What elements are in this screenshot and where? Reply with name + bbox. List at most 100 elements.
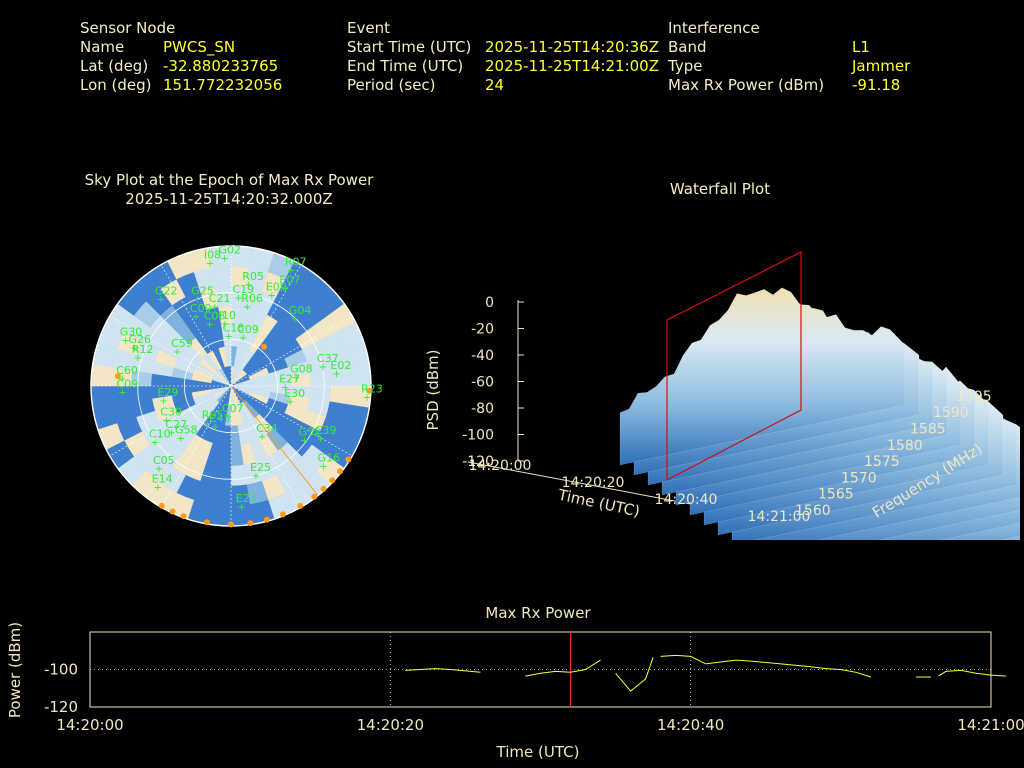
max-rx-power-value: -91.18 <box>852 76 901 94</box>
sky-spoke <box>109 385 232 457</box>
plot-ticks: 14:20:00 14:20:20 14:20:40 14:21:00 -100 -120 <box>44 661 1024 735</box>
satellite-marker: + <box>319 461 327 472</box>
satellite-label: E09 <box>266 281 287 294</box>
satellite-label: R05 <box>202 408 224 421</box>
wf-y-tick-label: 1565 <box>818 487 854 503</box>
type-label: Type <box>668 57 703 75</box>
satellite-marker: + <box>118 374 126 385</box>
wf-z-tick-label: -80 <box>471 401 494 417</box>
y-tick-label: -120 <box>44 698 78 716</box>
plot-grid <box>90 632 991 707</box>
wf-z-tick-label: -40 <box>471 348 494 364</box>
satellite-label: C16 <box>223 321 245 334</box>
lon-value: 151.772232056 <box>163 76 283 94</box>
name-label: Name <box>80 38 125 56</box>
wf-x-tick-label: 14:20:40 <box>655 492 718 508</box>
wf-y-tick-label: 1570 <box>841 470 877 486</box>
satellite-label: C19 <box>233 283 255 296</box>
satellite-label: G58 <box>175 424 198 437</box>
power-series <box>405 654 1007 692</box>
satellite-label: C59 <box>171 337 193 350</box>
sky-ring <box>183 338 279 434</box>
lon-label: Lon (deg) <box>80 76 152 94</box>
orange-point <box>297 502 304 509</box>
type-value: Jammer <box>852 57 911 75</box>
satellite-marker: + <box>122 336 130 347</box>
orange-point <box>247 520 254 527</box>
satellite-label: E29 <box>157 386 178 399</box>
wf-z-tick-label: -120 <box>462 454 494 470</box>
lat-value: -32.880233765 <box>163 57 279 75</box>
power-line-segment <box>660 654 872 678</box>
sky-spoke <box>160 264 232 387</box>
satellite-label: C10 <box>149 427 171 440</box>
satellite-marker: + <box>155 464 163 475</box>
orange-point <box>279 511 286 518</box>
satellite-marker: + <box>159 396 167 407</box>
satellite-marker: + <box>319 362 327 373</box>
satellite-label: C39 <box>315 424 337 437</box>
satellite-marker: + <box>292 372 300 383</box>
sky-cell <box>90 385 113 409</box>
wf-y-tick-label: 1595 <box>956 389 992 405</box>
orange-point <box>169 508 176 515</box>
sky-cell <box>90 363 113 387</box>
orange-point <box>320 485 327 492</box>
satellite-marker: + <box>157 295 165 306</box>
satellite-label: C43 <box>209 412 231 425</box>
satellite-marker: + <box>286 397 294 408</box>
satellite-marker: + <box>192 312 200 323</box>
satellite-label: R05 <box>242 270 264 283</box>
power-line-segment <box>525 659 601 677</box>
satellite-marker: + <box>332 369 340 380</box>
satellite-marker: + <box>224 331 232 342</box>
satellite-label: C34 <box>256 422 278 435</box>
waterfall-plot: 0 -20 -40 -60 -80 -100 -120 14:20:00 14:20:20 14… <box>424 251 1020 540</box>
satellite-label: C60 <box>116 364 138 377</box>
satellite-label: G16 <box>318 451 341 464</box>
orange-point <box>329 477 336 484</box>
power-line-segment <box>615 657 654 692</box>
waterfall-surface <box>619 287 1020 540</box>
event-title: Event <box>347 19 390 37</box>
satellite-marker: + <box>204 418 212 429</box>
satellite-label: C08 <box>204 310 226 323</box>
wf-y-tick-label: 1580 <box>887 438 923 454</box>
satellite-label: C05 <box>153 454 175 467</box>
jammer-bearing-line <box>230 385 319 496</box>
interference-title: Interference <box>668 19 760 37</box>
satellite-marker: + <box>134 353 142 364</box>
satellite-label: E14 <box>152 473 173 486</box>
y-tick-label: -100 <box>44 661 78 679</box>
orange-point <box>228 521 234 528</box>
band-value: L1 <box>852 38 870 56</box>
sky-cell <box>211 265 232 288</box>
satellite-label: G25 <box>191 284 214 297</box>
end-time-value: 2025-11-25T14:21:00Z <box>485 57 659 75</box>
orange-point <box>311 493 318 500</box>
wf-surface-strip <box>619 287 906 466</box>
sky-orange-points <box>114 343 373 528</box>
satellite-marker: + <box>268 291 276 302</box>
satellite-marker: + <box>252 471 260 482</box>
satellite-marker: + <box>239 333 247 344</box>
plot-frame <box>89 631 992 708</box>
satellite-marker: + <box>244 280 252 291</box>
satellite-label: E23 <box>236 492 257 505</box>
wf-z-tick-label: -100 <box>462 428 494 444</box>
end-time-label: End Time (UTC) <box>347 57 464 75</box>
satellite-marker: + <box>167 428 175 439</box>
wf-z-tick-label: 0 <box>485 295 494 311</box>
satellite-label: R06 <box>241 292 263 305</box>
wf-y-tick-label: 1590 <box>933 405 969 421</box>
satellite-label: I10 <box>219 309 236 322</box>
orange-point <box>261 343 267 350</box>
satellite-label: G08 <box>290 362 313 375</box>
sky-grid <box>90 245 372 527</box>
satellite-label: G30 <box>120 326 143 339</box>
satellite-marker: + <box>234 293 242 304</box>
waterfall-title: Waterfall Plot <box>669 180 771 198</box>
x-tick-label: 14:21:00 <box>957 716 1024 734</box>
satellite-marker: + <box>224 412 232 423</box>
satellite-label: I08 <box>204 249 221 262</box>
